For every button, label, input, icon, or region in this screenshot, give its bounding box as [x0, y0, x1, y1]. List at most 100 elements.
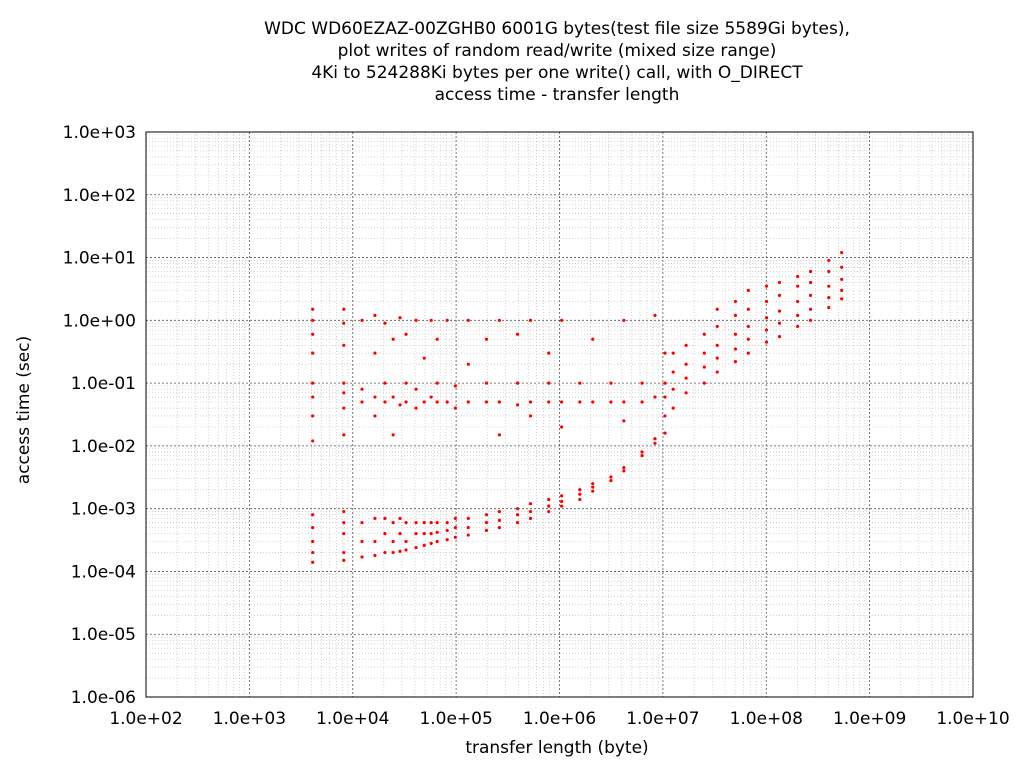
data-point [515, 507, 520, 511]
data-point [840, 265, 844, 269]
data-point [404, 400, 408, 404]
data-point [671, 351, 675, 355]
data-point [777, 293, 782, 297]
data-point [684, 391, 688, 395]
data-point [547, 504, 551, 508]
data-point [497, 518, 501, 523]
data-point [311, 381, 315, 385]
data-point [404, 520, 408, 525]
data-point [622, 419, 626, 423]
data-point [560, 425, 564, 429]
data-point [684, 376, 688, 380]
data-point [663, 381, 667, 385]
data-point [383, 516, 387, 520]
data-point [702, 381, 706, 385]
data-point [414, 406, 418, 410]
y-tick-label: 1.0e-02 [71, 437, 136, 457]
data-point [746, 351, 750, 355]
data-point [840, 277, 844, 281]
data-point [777, 280, 782, 285]
chart-title-line: plot writes of random read/write (mixed … [337, 41, 777, 61]
data-point [640, 400, 644, 404]
x-tick-label: 1.0e+04 [316, 709, 389, 729]
data-point [429, 541, 433, 545]
data-point [578, 497, 582, 502]
data-point [591, 485, 595, 489]
data-point [414, 318, 418, 322]
data-point [453, 384, 457, 388]
data-point [796, 274, 800, 279]
y-axis-label: access time (sec) [14, 335, 34, 485]
data-point [422, 532, 426, 536]
data-point [764, 299, 769, 304]
data-point [435, 337, 439, 341]
data-point [528, 509, 533, 514]
data-point [484, 528, 489, 533]
data-point [435, 400, 439, 404]
data-point [702, 332, 706, 336]
data-point [435, 381, 439, 385]
data-point [733, 360, 738, 364]
data-point [715, 343, 719, 347]
data-point [796, 284, 800, 288]
data-point [414, 520, 418, 525]
data-point [560, 499, 564, 504]
data-point [840, 250, 844, 255]
data-point [733, 299, 738, 304]
plot-frame [145, 131, 974, 698]
data-point [466, 400, 470, 404]
data-point [435, 539, 439, 544]
data-point [528, 516, 533, 520]
data-point [547, 381, 551, 385]
data-point [609, 478, 613, 483]
data-point [808, 280, 813, 285]
data-point [827, 258, 831, 263]
data-point [663, 431, 667, 435]
data-point [684, 362, 688, 366]
data-point [342, 307, 346, 311]
data-point [640, 450, 644, 454]
x-tick-label: 1.0e+10 [936, 709, 1009, 729]
data-point [591, 489, 595, 493]
data-point [591, 400, 595, 404]
data-point [671, 406, 675, 410]
data-point [827, 305, 831, 310]
data-point [547, 497, 551, 502]
data-point [360, 555, 364, 559]
data-point [360, 520, 364, 525]
data-point [398, 549, 402, 553]
x-tick-label: 1.0e+05 [419, 709, 492, 729]
data-point [515, 520, 520, 525]
tick-labels: 1.0e+02 1.0e+03 1.0e+04 1.0e+05 1.0e+06 1.0e+… [63, 123, 1010, 729]
data-point [398, 316, 402, 320]
data-point [840, 288, 844, 292]
data-point [391, 520, 395, 525]
data-point [663, 351, 667, 355]
data-point [671, 370, 675, 374]
data-point [578, 492, 582, 496]
data-point [578, 400, 582, 404]
axes [145, 131, 974, 698]
data-point [497, 433, 501, 437]
data-point [653, 395, 657, 399]
data-point [342, 381, 346, 385]
data-point [560, 504, 564, 508]
data-point [733, 347, 738, 351]
data-point [466, 516, 470, 520]
data-point [684, 343, 688, 347]
data-point [715, 307, 719, 311]
data-point [808, 293, 813, 297]
data-point [414, 532, 418, 536]
data-point [466, 362, 470, 366]
x-tick-label: 1.0e+02 [109, 709, 182, 729]
y-tick-label: 1.0e+01 [63, 249, 136, 269]
data-point [429, 520, 433, 525]
data-point [622, 466, 626, 470]
data-point [311, 395, 315, 399]
data-point [342, 433, 346, 437]
data-point [414, 545, 418, 550]
data-point [373, 351, 377, 355]
data-point [383, 321, 387, 325]
data-point [391, 337, 395, 341]
